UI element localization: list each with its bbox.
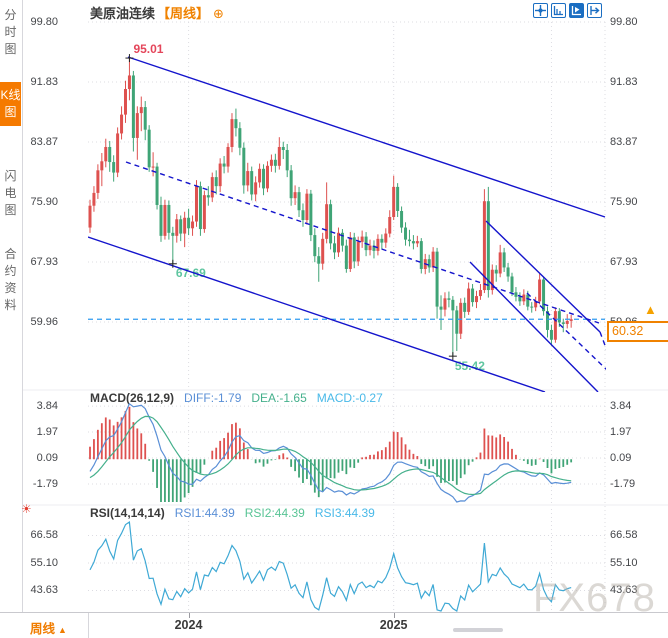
axis-range-icon[interactable] [551, 3, 566, 18]
y-axis-label: 99.80 [30, 16, 58, 28]
high-price-annotation: 95.01 [133, 42, 164, 57]
y-axis-label: 99.80 [610, 16, 638, 28]
symbol-name: 美原油连续 [90, 6, 156, 21]
y-axis-label: 0.09 [610, 452, 632, 464]
period-selector[interactable]: 周线 ▲ [30, 618, 67, 637]
macd-macd-value: MACD:-0.27 [316, 391, 383, 405]
price-up-arrow-icon: ▲ [644, 302, 657, 317]
sidebar-tab-contract-info[interactable]: 合约资料 [4, 247, 17, 312]
period-tag: 【周线】 [157, 6, 210, 21]
x-axis-year-label: 2024 [174, 618, 203, 632]
y-axis-label: 3.84 [36, 400, 58, 413]
y-axis-label: 67.93 [610, 255, 638, 268]
indicator-settings-icon[interactable]: ☀ [21, 502, 32, 516]
y-axis-label: 1.97 [36, 425, 58, 438]
macd-header: MACD(26,12,9) DIFF:-1.79 DEA:-1.65 MACD:-0.… [90, 391, 383, 405]
y-axis-label: 0.09 [36, 452, 58, 464]
sidebar: 分时图 K线图 闪电图 合约资料 [0, 0, 23, 612]
rsi-name: RSI(14,14,14) [90, 506, 165, 520]
y-axis-label: 91.83 [30, 76, 58, 88]
x-axis-tick [188, 613, 190, 618]
y-axis-label: 59.96 [30, 315, 58, 328]
bottom-axis-bar: 周线 ▲ 2024 2025 [0, 612, 668, 638]
macd-diff-value: DIFF:-1.79 [184, 391, 242, 405]
y-axis-label: 1.97 [610, 425, 632, 438]
add-indicator-icon[interactable]: ⊕ [213, 6, 224, 21]
period-label: 周线 [30, 622, 56, 636]
candles-group [88, 58, 573, 357]
watermark: FX678 [533, 576, 656, 620]
horizontal-scrollbar[interactable] [453, 628, 503, 632]
y-axis-label: 75.90 [610, 195, 638, 208]
goto-latest-icon[interactable] [587, 3, 602, 18]
period-dropdown-arrow-icon: ▲ [58, 625, 67, 635]
chart-toolbar [533, 3, 602, 18]
x-axis-year-label: 2025 [379, 618, 408, 632]
y-axis-label: 83.87 [610, 135, 638, 148]
auto-scale-icon[interactable] [569, 3, 584, 18]
y-axis-label: 55.10 [30, 557, 58, 569]
macd-group [89, 402, 573, 503]
y-axis-label: 66.58 [610, 529, 638, 542]
sidebar-tab-time-chart[interactable]: 分时图 [4, 8, 17, 56]
macd-dea-value: DEA:-1.65 [251, 391, 307, 405]
y-axis-label: 91.83 [610, 76, 638, 88]
sidebar-tab-lightning-chart[interactable]: 闪电图 [4, 169, 17, 217]
y-axis-label: 67.93 [30, 255, 58, 268]
last-price-badge: 60.32 [607, 321, 668, 342]
x-axis-tick [393, 613, 395, 618]
y-axis-label: 66.58 [30, 529, 58, 542]
rsi2-value: RSI2:44.39 [244, 506, 305, 520]
y-axis-label: 43.63 [610, 584, 638, 597]
pan-crosshair-icon[interactable] [533, 3, 548, 18]
trendlines-group [88, 56, 606, 392]
rsi-line [89, 520, 572, 612]
macd-name: MACD(26,12,9) [90, 391, 175, 405]
y-axis-label: 43.63 [30, 584, 58, 597]
y-axis-label: -1.79 [610, 478, 636, 490]
rsi1-value: RSI1:44.39 [174, 506, 235, 520]
y-axis-label: 55.10 [610, 557, 638, 569]
y-axis-label: 83.87 [30, 135, 58, 148]
chart-title: 美原油连续 【周线】 ⊕ [90, 3, 224, 22]
y-axis-label: 3.84 [610, 400, 632, 413]
rsi-header: RSI(14,14,14) RSI1:44.39 RSI2:44.39 RSI3:44… [90, 506, 375, 520]
rsi3-value: RSI3:44.39 [314, 506, 375, 520]
y-axis-label: 75.90 [30, 195, 58, 208]
sidebar-tab-kline-chart[interactable]: K线图 [0, 82, 21, 126]
bottom-bar-divider [88, 613, 89, 638]
y-axis-label: -1.79 [32, 478, 58, 490]
